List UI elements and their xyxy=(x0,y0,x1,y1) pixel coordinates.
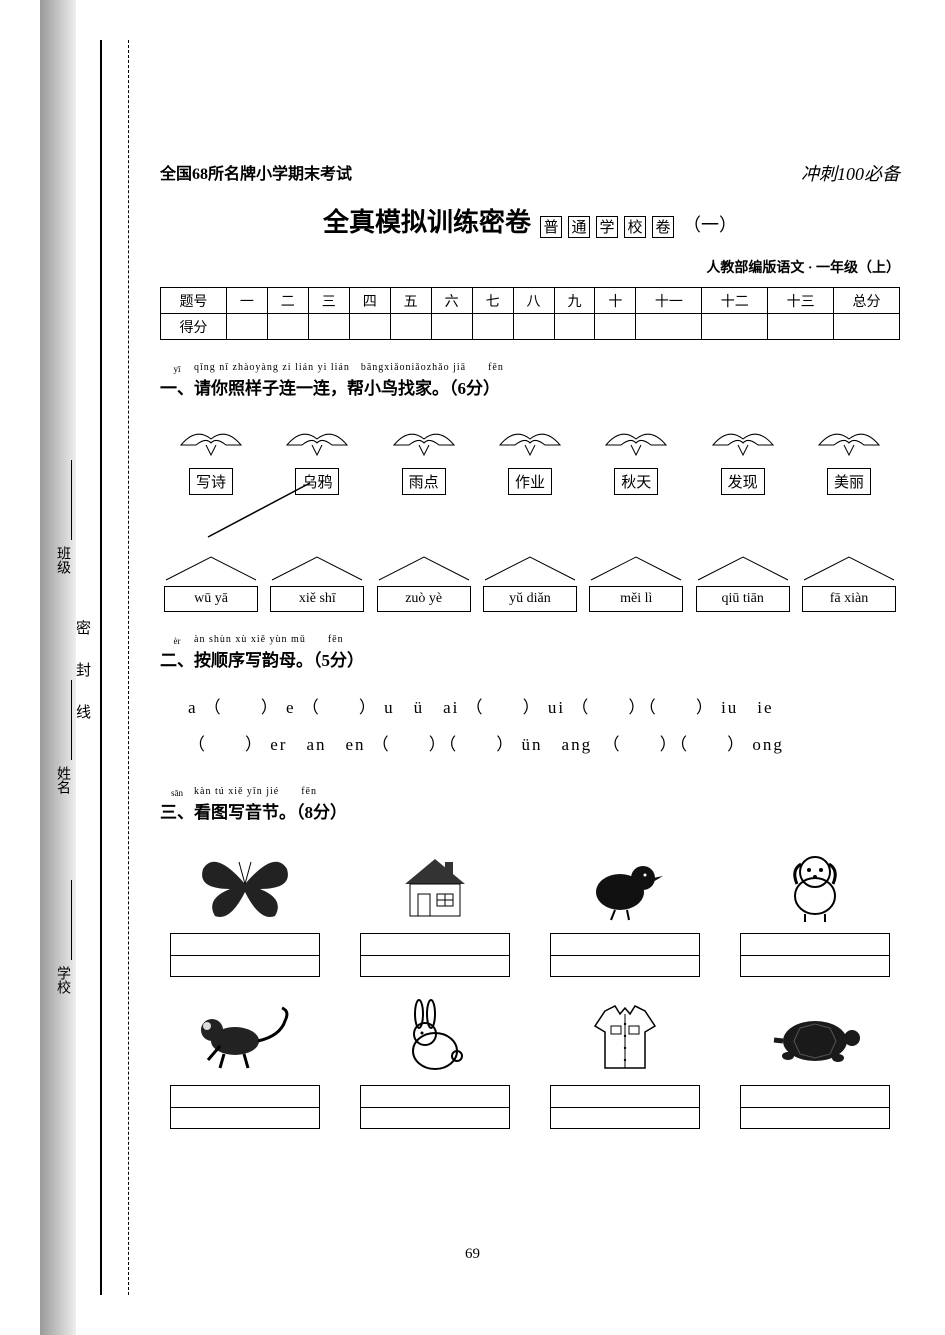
chick-icon xyxy=(575,844,675,924)
q3-head: sān 三、 kàn tú xiě yīn jié fēn 看图写音节。（8分） xyxy=(160,786,900,823)
bird-item: 发现 xyxy=(696,425,790,495)
pic-turtle xyxy=(740,995,890,1129)
turtle-icon xyxy=(760,996,870,1076)
q3-title: kàn tú xiě yīn jié fēn 看图写音节。（8分） xyxy=(194,786,347,823)
dog-icon xyxy=(765,844,865,924)
bird-icon xyxy=(176,425,246,459)
answer-box[interactable] xyxy=(170,933,320,977)
pic-dog xyxy=(740,843,890,977)
title-row: 全真模拟训练密卷 普 通 学 校 卷 （一） xyxy=(160,202,900,239)
binding-gradient xyxy=(40,0,76,1335)
bird-item: 作业 xyxy=(483,425,577,495)
roof-icon xyxy=(164,555,258,581)
page-content: 全国68所名牌小学期末考试 冲刺100必备 全真模拟训练密卷 普 通 学 校 卷… xyxy=(160,160,900,1129)
bird-icon xyxy=(601,425,671,459)
bird-icon xyxy=(708,425,778,459)
q2-line-2[interactable]: （ ） er an en （ ）（ ） ün ang （ ）（ ） ong xyxy=(188,726,900,763)
bird-item: 雨点 xyxy=(377,425,471,495)
roof-icon xyxy=(589,555,683,581)
pic-monkey xyxy=(170,995,320,1129)
answer-box[interactable] xyxy=(550,1085,700,1129)
q3-grid xyxy=(160,843,900,1129)
roof-icon xyxy=(483,555,577,581)
question-1: yī 一、 qǐng nǐ zhàoyàng zi lián yi lián b… xyxy=(160,362,900,612)
roof-icon xyxy=(696,555,790,581)
q2-line-1[interactable]: a （ ） e （ ） u ü ai （ ） ui （ ）（ ） iu ie xyxy=(188,689,900,726)
house-item: zuò yè xyxy=(377,555,471,612)
page-number: 69 xyxy=(465,1246,480,1263)
q3-number: sān 三、 xyxy=(160,789,194,823)
bird-item: 秋天 xyxy=(589,425,683,495)
bird-item: 美丽 xyxy=(802,425,896,495)
field-class: 班级 xyxy=(52,460,72,574)
house-item: wū yā xyxy=(164,555,258,612)
pic-rabbit xyxy=(360,995,510,1129)
butterfly-icon xyxy=(195,844,295,924)
answer-box[interactable] xyxy=(740,933,890,977)
house-item: qiū tiān xyxy=(696,555,790,612)
answer-box[interactable] xyxy=(740,1085,890,1129)
bird-icon xyxy=(389,425,459,459)
binding-strip: 密 封 线 班级 姓名 学校 xyxy=(0,0,150,1335)
score-row-values: 得分 xyxy=(161,314,900,340)
q2-head: èr 二、 àn shùn xù xiě yùn mǔ fēn 按顺序写韵母。（… xyxy=(160,634,900,671)
pic-chick xyxy=(550,843,700,977)
bird-icon xyxy=(814,425,884,459)
roof-icon xyxy=(802,555,896,581)
house-icon xyxy=(385,844,485,924)
answer-box[interactable] xyxy=(360,933,510,977)
header-right: 冲刺100必备 xyxy=(801,160,900,186)
q1-houses-row: wū yā xiě shī zuò yè yǔ diǎn měi lì qiū … xyxy=(160,555,900,612)
pic-shirt xyxy=(550,995,700,1129)
header-left: 全国68所名牌小学期末考试 xyxy=(160,160,900,184)
house-item: yǔ diǎn xyxy=(483,555,577,612)
shirt-icon xyxy=(575,996,675,1076)
subtitle-right: 人教部编版语文 · 一年级（上） xyxy=(160,257,900,277)
bird-icon xyxy=(282,425,352,459)
question-3: sān 三、 kàn tú xiě yīn jié fēn 看图写音节。（8分） xyxy=(160,786,900,1129)
binding-dash-line xyxy=(128,40,129,1295)
title-suffix: （一） xyxy=(683,215,737,235)
pic-butterfly xyxy=(170,843,320,977)
field-school: 学校 xyxy=(52,880,72,994)
bird-icon xyxy=(495,425,565,459)
q1-head: yī 一、 qǐng nǐ zhàoyàng zi lián yi lián b… xyxy=(160,362,900,399)
roof-icon xyxy=(377,555,471,581)
answer-box[interactable] xyxy=(170,1085,320,1129)
house-item: fā xiàn xyxy=(802,555,896,612)
house-item: měi lì xyxy=(589,555,683,612)
title-boxes: 普 通 学 校 卷 xyxy=(539,216,675,238)
house-item: xiě shī xyxy=(270,555,364,612)
score-table: 题号 一 二 三 四 五 六 七 八 九 十 十一 十二 十三 总分 得分 xyxy=(160,287,900,340)
q1-title: qǐng nǐ zhàoyàng zi lián yi lián bāngxiǎ… xyxy=(194,362,504,399)
q2-body: a （ ） e （ ） u ü ai （ ） ui （ ）（ ） iu ie （… xyxy=(160,689,900,764)
q1-number: yī 一、 xyxy=(160,365,194,399)
pic-house xyxy=(360,843,510,977)
roof-icon xyxy=(270,555,364,581)
field-name: 姓名 xyxy=(52,680,72,794)
seal-label: 密 封 线 xyxy=(72,620,93,725)
answer-box[interactable] xyxy=(360,1085,510,1129)
binding-solid-line xyxy=(100,40,102,1295)
rabbit-icon xyxy=(385,996,485,1076)
title-main: 全真模拟训练密卷 xyxy=(323,208,531,237)
question-2: èr 二、 àn shùn xù xiě yùn mǔ fēn 按顺序写韵母。（… xyxy=(160,634,900,764)
q2-number: èr 二、 xyxy=(160,637,194,671)
monkey-icon xyxy=(190,996,300,1076)
score-row-header: 题号 一 二 三 四 五 六 七 八 九 十 十一 十二 十三 总分 xyxy=(161,288,900,314)
answer-box[interactable] xyxy=(550,933,700,977)
header-row: 全国68所名牌小学期末考试 冲刺100必备 xyxy=(160,160,900,184)
q2-title: àn shùn xù xiě yùn mǔ fēn 按顺序写韵母。（5分） xyxy=(194,634,364,671)
